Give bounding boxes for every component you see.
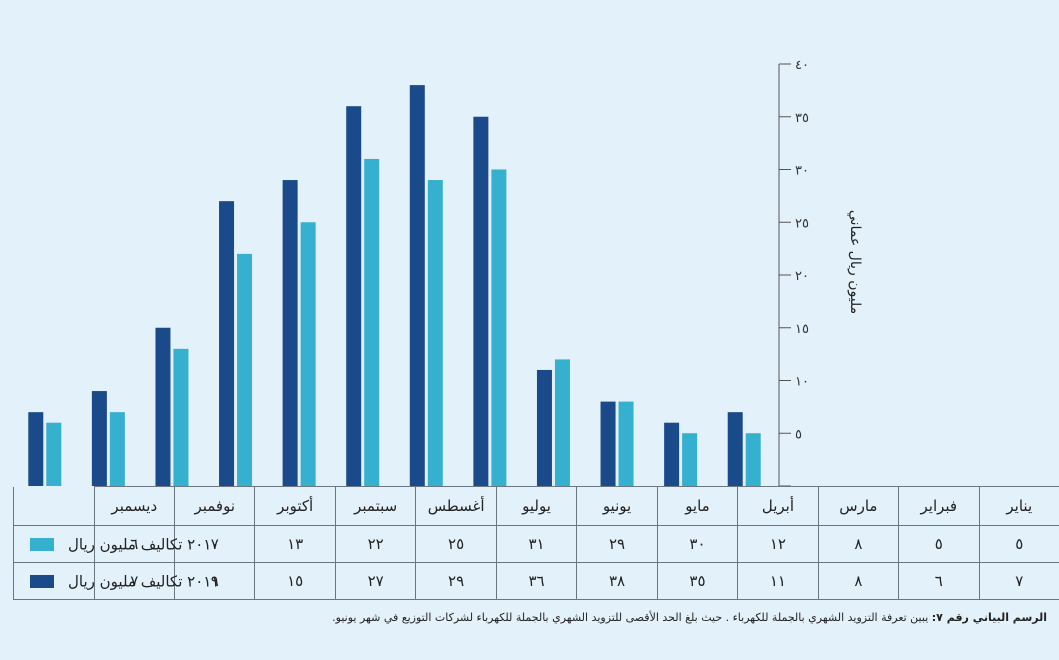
value-cell: ٢٧ bbox=[334, 562, 417, 600]
value-cell: ٨ bbox=[817, 562, 900, 600]
y-tick-label: ٣٠ bbox=[795, 164, 809, 179]
bar-chart: ٠ ٥ ١٠ ١٥ ٢٠ ٢٥ ٣٠ ٣٥ ٤٠ مليون ريال عماني bbox=[28, 58, 863, 486]
month-label: نوفمبر bbox=[174, 486, 256, 526]
bar-2010-2 bbox=[682, 433, 698, 486]
y-tick-label: ٤٠ bbox=[795, 58, 809, 73]
series-name: ٢٠١١ تكاليف مليون ريال bbox=[68, 572, 220, 591]
y-tick-label: ٢٥ bbox=[795, 216, 809, 231]
value-cell: ١٥ bbox=[254, 562, 336, 600]
month-label: سبتمبر bbox=[334, 486, 417, 526]
bar-2010-4 bbox=[554, 359, 570, 486]
month-label: أغسطس bbox=[415, 486, 497, 526]
y-tick-label: ١٠ bbox=[795, 375, 809, 390]
legend-entry-2010: ٢٠١٠ تكاليف مليون ريال bbox=[13, 525, 219, 563]
month-label: مارس bbox=[817, 486, 900, 526]
y-tick-label: ٥ bbox=[795, 427, 802, 442]
value-cell: ١٣ bbox=[254, 525, 336, 563]
bar-2011-7 bbox=[346, 106, 362, 486]
value-cell: ٣٥ bbox=[656, 562, 739, 600]
value-cell: ٣٠ bbox=[656, 525, 739, 563]
y-axis: ٠ ٥ ١٠ ١٥ ٢٠ ٢٥ ٣٠ ٣٥ ٤٠ bbox=[778, 58, 809, 486]
bar-2010-8 bbox=[300, 222, 316, 486]
table-row-2011: ٧ ٦ ٨ ١١ ٣٥ ٣٨ ٣٦ ٢٩ ٢٧ ١٥ ٩ ٧ ٢٠١١ تكاليف مليون ريا… bbox=[13, 562, 1059, 600]
legend-swatch bbox=[30, 537, 54, 551]
month-label: فبراير bbox=[898, 486, 980, 526]
value-cell: ٩ bbox=[174, 562, 256, 600]
month-header-row: يناير فبراير مارس أبريل مايو يونيو يوليو أغسطس س… bbox=[13, 486, 1059, 526]
table-row-2010: ٥ ٥ ٨ ١٢ ٣٠ ٢٩ ٣١ ٢٥ ٢٢ ١٣ ٧ ٦ ٢٠١٠ تكاليف مليون ريا… bbox=[13, 525, 1059, 563]
value-cell: ٣١ bbox=[495, 525, 578, 563]
month-label: أكتوبر bbox=[254, 486, 336, 526]
bar-2010-5 bbox=[491, 169, 507, 486]
bar-2011-8 bbox=[282, 180, 298, 486]
month-label: أبريل bbox=[737, 486, 819, 526]
bar-2010-10 bbox=[173, 348, 189, 486]
bar-2011-5 bbox=[473, 116, 489, 486]
bar-2010-9 bbox=[237, 253, 253, 486]
y-axis-label: مليون ريال عماني bbox=[847, 210, 863, 314]
value-cell: ٢٢ bbox=[334, 525, 417, 563]
month-label: مايو bbox=[656, 486, 739, 526]
bar-2011-6 bbox=[409, 85, 425, 486]
bar-2010-12 bbox=[46, 422, 62, 486]
value-cell: ٢٩ bbox=[576, 525, 658, 563]
bar-2011-3 bbox=[600, 401, 616, 486]
y-tick-label: ٠ bbox=[795, 480, 802, 486]
bar-2011-12 bbox=[28, 412, 44, 486]
value-cell: ٥ bbox=[978, 525, 1059, 563]
chart-caption: الرسم البياني رقم ٧: يبين تعرفة التزويد … bbox=[332, 611, 1047, 624]
legend-entry-2011: ٢٠١١ تكاليف مليون ريال bbox=[13, 562, 219, 600]
caption-text: يبين تعرفة التزويد الشهري بالجملة للكهرب… bbox=[332, 611, 932, 624]
bar-2010-1 bbox=[745, 433, 761, 486]
legend-swatch bbox=[30, 574, 54, 588]
value-cell: ٥ bbox=[898, 525, 980, 563]
bar-2011-2 bbox=[664, 422, 680, 486]
value-cell: ١١ bbox=[737, 562, 819, 600]
bar-2010-3 bbox=[618, 401, 634, 486]
bar-2011-4 bbox=[536, 369, 552, 486]
value-cell: ٣٦ bbox=[495, 562, 578, 600]
bar-2010-11 bbox=[109, 412, 125, 486]
bars-group bbox=[28, 85, 761, 486]
value-cell: ٨ bbox=[817, 525, 900, 563]
value-cell: ١٢ bbox=[737, 525, 819, 563]
bar-2011-9 bbox=[219, 201, 235, 486]
bar-2011-1 bbox=[727, 412, 743, 486]
month-label: يناير bbox=[978, 486, 1059, 526]
month-label: يونيو bbox=[576, 486, 658, 526]
month-label: يوليو bbox=[495, 486, 578, 526]
caption-title: الرسم البياني رقم ٧: bbox=[931, 611, 1047, 624]
bar-2011-11 bbox=[91, 391, 107, 486]
value-cell: ٧ bbox=[978, 562, 1059, 600]
data-table: يناير فبراير مارس أبريل مايو يونيو يوليو أغسطس س… bbox=[13, 486, 1059, 600]
value-cell: ٦ bbox=[898, 562, 980, 600]
value-cell: ٧ bbox=[93, 562, 176, 600]
value-cell: ٣٨ bbox=[576, 562, 658, 600]
value-cell: ٢٥ bbox=[415, 525, 497, 563]
bar-2011-10 bbox=[155, 327, 171, 486]
bar-2010-6 bbox=[427, 180, 443, 486]
table-corner bbox=[13, 486, 95, 526]
series-name: ٢٠١٠ تكاليف مليون ريال bbox=[68, 535, 220, 554]
value-cell: ٢٩ bbox=[415, 562, 497, 600]
month-label: ديسمبر bbox=[93, 486, 176, 526]
y-tick-label: ١٥ bbox=[795, 322, 809, 337]
y-tick-label: ٢٠ bbox=[795, 269, 809, 284]
y-tick-label: ٣٥ bbox=[795, 111, 809, 126]
bar-2010-7 bbox=[364, 158, 380, 486]
